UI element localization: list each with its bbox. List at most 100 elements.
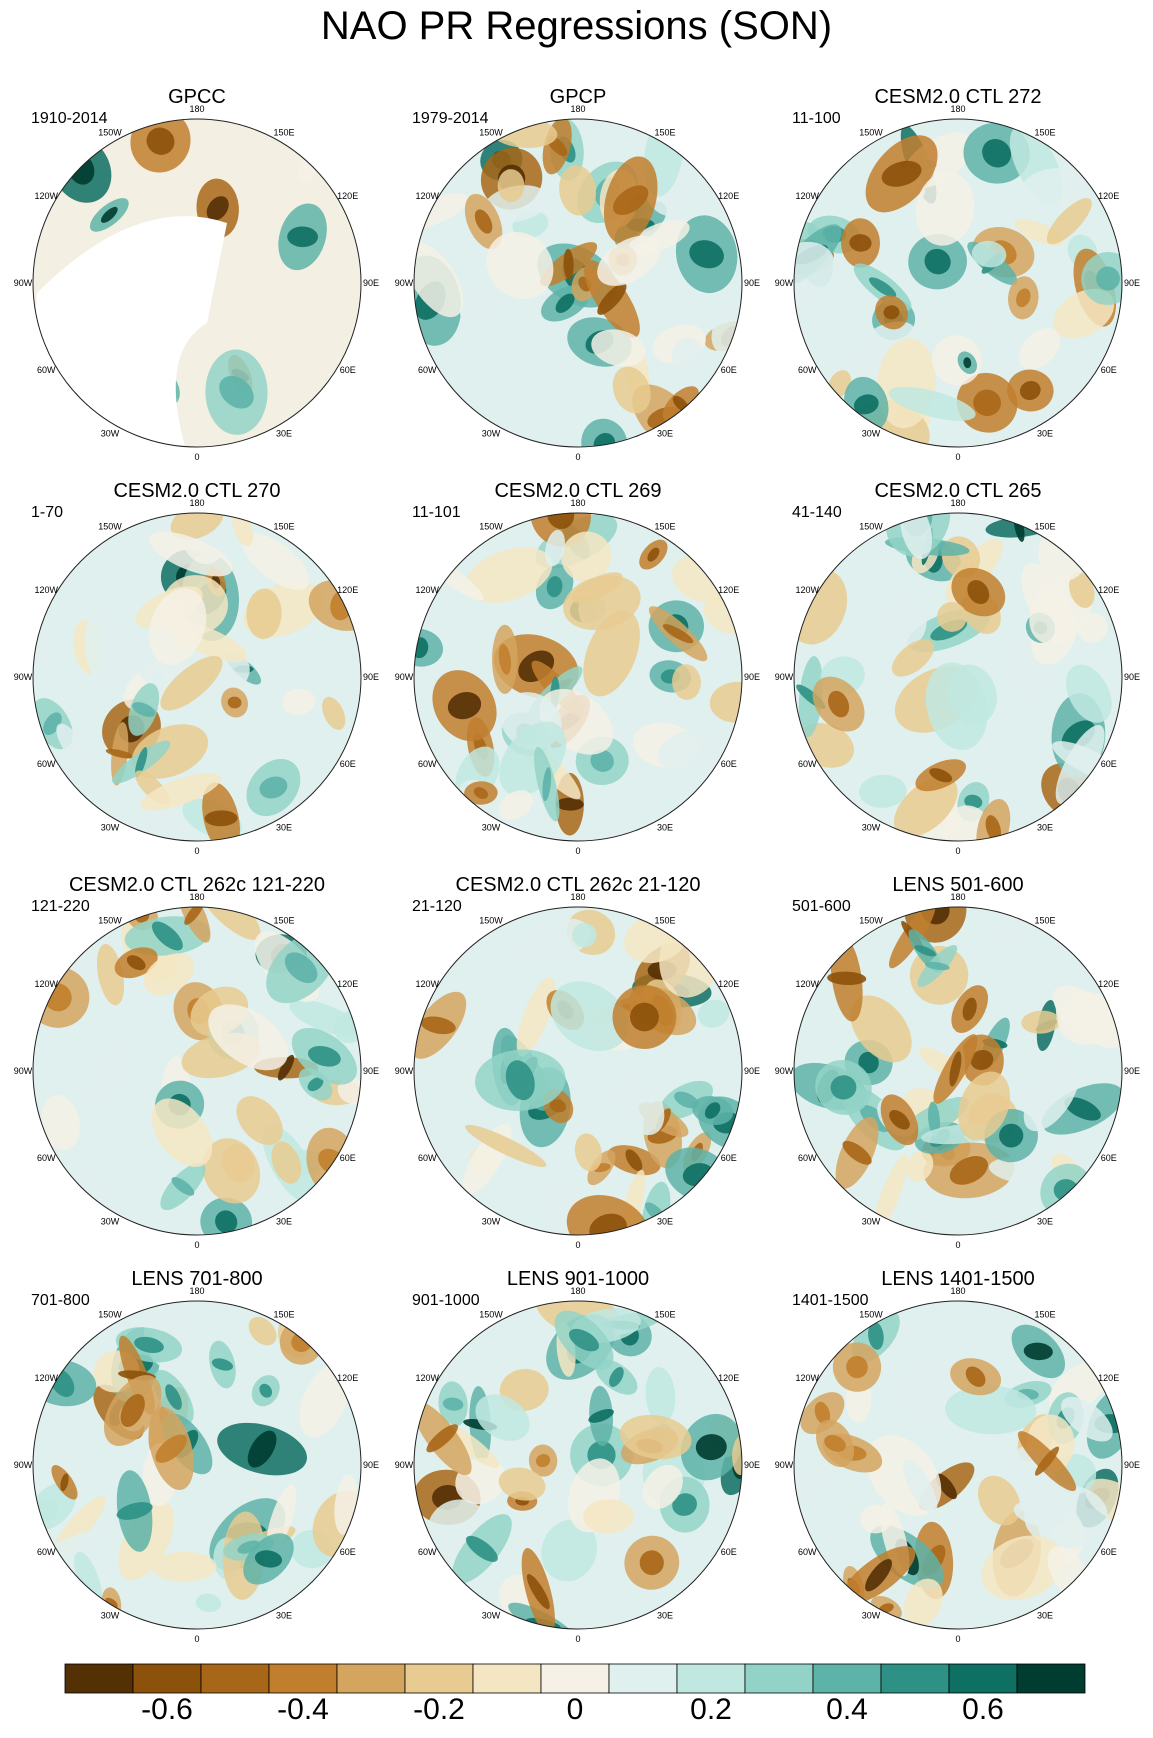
colorbar-tick-label: 0.2 xyxy=(690,1693,732,1726)
longitude-tick-label: 60E xyxy=(721,759,737,769)
longitude-tick-label: 120W xyxy=(416,979,440,989)
longitude-tick-label: 30W xyxy=(482,429,501,439)
panel-period-label: 1979-2014 xyxy=(412,110,489,127)
panel-title: LENS 1401-1500 xyxy=(881,1268,1034,1290)
panel-title: LENS 501-600 xyxy=(892,874,1023,896)
longitude-tick-label: 150E xyxy=(1034,521,1055,531)
longitude-tick-label: 180 xyxy=(950,498,965,508)
longitude-tick-label: 0 xyxy=(575,1634,580,1644)
longitude-tick-label: 180 xyxy=(189,498,204,508)
longitude-tick-label: 60W xyxy=(798,1547,817,1557)
map-panel: 180 150E 120E 90E 60E 30E 0 30W 60W 90W 120W 150W LE… xyxy=(395,1268,760,1644)
contour-field xyxy=(33,513,361,841)
map-panel: 180 150E 120E 90E 60E 30E 0 30W 60W 90W 120W 150W CE… xyxy=(775,86,1140,462)
longitude-tick-label: 90W xyxy=(14,1460,33,1470)
longitude-tick-label: 120E xyxy=(1098,191,1119,201)
longitude-tick-label: 180 xyxy=(189,892,204,902)
longitude-tick-label: 180 xyxy=(570,498,585,508)
contour-field xyxy=(794,513,1122,841)
longitude-tick-label: 90W xyxy=(395,672,414,682)
longitude-tick-label: 0 xyxy=(955,846,960,856)
map-boundary xyxy=(793,906,1123,1236)
map-panel: 180 150E 120E 90E 60E 30E 0 30W 60W 90W 120W 150W CE… xyxy=(14,874,379,1250)
longitude-tick-label: 150E xyxy=(273,127,294,137)
longitude-tick-label: 30E xyxy=(657,1611,673,1621)
colorbar-swatch xyxy=(1016,1663,1086,1694)
panel-title: GPCC xyxy=(168,86,226,108)
map-panel: 180 150E 120E 90E 60E 30E 0 30W 60W 90W 120W 150W CE… xyxy=(395,480,760,856)
longitude-tick-label: 60E xyxy=(340,759,356,769)
longitude-tick-label: 0 xyxy=(194,452,199,462)
longitude-tick-label: 150E xyxy=(273,915,294,925)
map-boundary xyxy=(413,118,743,448)
colorbar xyxy=(64,1663,1086,1694)
longitude-tick-label: 60E xyxy=(1101,1547,1117,1557)
longitude-tick-label: 90E xyxy=(363,1066,379,1076)
map-boundary xyxy=(32,1300,362,1630)
colorbar-swatch xyxy=(268,1663,338,1694)
panel-period-label: 21-120 xyxy=(412,898,462,915)
longitude-tick-label: 120E xyxy=(1098,979,1119,989)
longitude-tick-label: 150W xyxy=(479,915,503,925)
longitude-tick-label: 30W xyxy=(482,1611,501,1621)
panel-title: CESM2.0 CTL 262c 121-220 xyxy=(69,874,325,896)
longitude-tick-label: 60E xyxy=(1101,759,1117,769)
panel-period-label: 11-100 xyxy=(792,110,841,127)
longitude-tick-label: 150W xyxy=(859,915,883,925)
map-boundary xyxy=(413,1300,743,1630)
map-boundary xyxy=(32,906,362,1236)
longitude-tick-label: 30W xyxy=(862,1611,881,1621)
longitude-tick-label: 30E xyxy=(1037,1611,1053,1621)
colorbar-swatch xyxy=(472,1663,542,1694)
longitude-tick-label: 150E xyxy=(654,915,675,925)
longitude-tick-label: 150W xyxy=(479,521,503,531)
longitude-tick-label: 30E xyxy=(276,1217,292,1227)
longitude-tick-label: 150E xyxy=(654,1309,675,1319)
map-panel: 180 150E 120E 90E 60E 30E 0 30W 60W 90W 120W 150W CE… xyxy=(775,480,1140,856)
longitude-tick-label: 120E xyxy=(1098,1373,1119,1383)
longitude-tick-label: 30W xyxy=(101,429,120,439)
longitude-tick-label: 30W xyxy=(862,429,881,439)
longitude-tick-label: 180 xyxy=(570,104,585,114)
panel-period-label: 501-600 xyxy=(792,898,851,915)
longitude-tick-label: 120E xyxy=(337,585,358,595)
longitude-tick-label: 120E xyxy=(337,1373,358,1383)
longitude-tick-label: 0 xyxy=(575,846,580,856)
longitude-tick-label: 120E xyxy=(1098,585,1119,595)
longitude-tick-label: 30W xyxy=(862,1217,881,1227)
longitude-tick-label: 150W xyxy=(98,127,122,137)
longitude-tick-label: 90W xyxy=(395,278,414,288)
longitude-tick-label: 180 xyxy=(570,892,585,902)
longitude-tick-label: 0 xyxy=(194,1240,199,1250)
contour-field xyxy=(414,1301,742,1629)
colorbar-swatch xyxy=(744,1663,814,1694)
longitude-tick-label: 120W xyxy=(796,1373,820,1383)
longitude-tick-label: 90E xyxy=(363,1460,379,1470)
colorbar-tick-label: 0 xyxy=(566,1693,584,1726)
map-boundary xyxy=(793,118,1123,448)
longitude-tick-label: 90E xyxy=(363,278,379,288)
map-panel: 180 150E 120E 90E 60E 30E 0 30W 60W 90W 120W 150W CE… xyxy=(395,874,760,1250)
longitude-tick-label: 30E xyxy=(276,429,292,439)
map-panel: 180 150E 120E 90E 60E 30E 0 30W 60W 90W 120W 150W LE… xyxy=(775,1268,1140,1644)
longitude-tick-label: 120E xyxy=(337,191,358,201)
longitude-tick-label: 90E xyxy=(744,278,760,288)
longitude-tick-label: 150E xyxy=(1034,915,1055,925)
longitude-tick-label: 120W xyxy=(35,191,59,201)
longitude-tick-label: 150W xyxy=(98,521,122,531)
map-boundary xyxy=(32,118,362,448)
longitude-tick-label: 120E xyxy=(718,191,739,201)
longitude-tick-label: 60W xyxy=(37,365,56,375)
panel-title: CESM2.0 CTL 262c 21-120 xyxy=(456,874,701,896)
longitude-tick-label: 90E xyxy=(363,672,379,682)
colorbar-swatch xyxy=(200,1663,270,1694)
panel-title: CESM2.0 CTL 265 xyxy=(874,480,1041,502)
colorbar-swatch xyxy=(132,1663,202,1694)
longitude-tick-label: 150W xyxy=(98,915,122,925)
panel-period-label: 41-140 xyxy=(792,504,842,521)
longitude-tick-label: 60E xyxy=(721,365,737,375)
panel-title: LENS 701-800 xyxy=(131,1268,262,1290)
longitude-tick-label: 30E xyxy=(657,1217,673,1227)
longitude-tick-label: 60W xyxy=(37,1547,56,1557)
longitude-tick-label: 30E xyxy=(1037,1217,1053,1227)
